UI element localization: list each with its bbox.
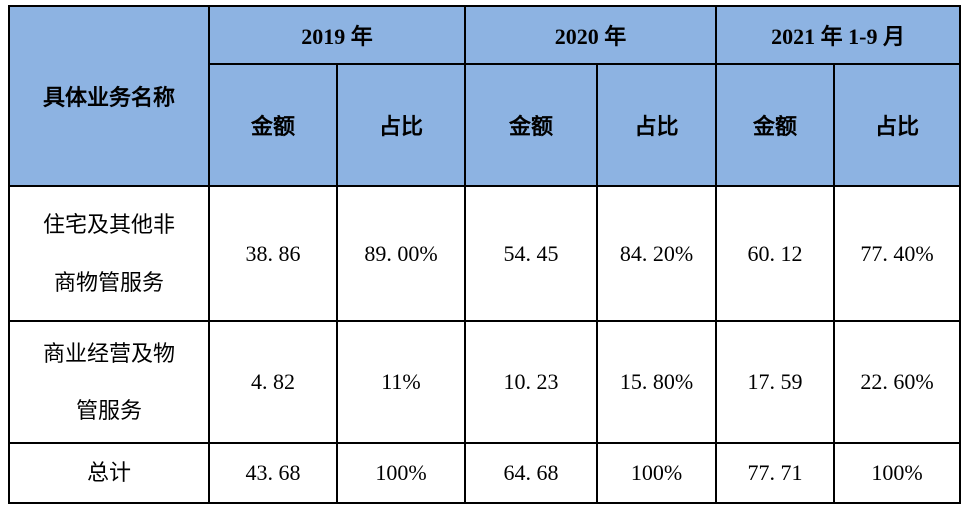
cell-residential-2020-amount: 54. 45 — [464, 185, 599, 322]
cell-total-2019-amount: 43. 68 — [208, 442, 338, 504]
subheader-2021-amount: 金额 — [715, 63, 836, 187]
cell-residential-2019-share: 89. 00% — [335, 185, 467, 322]
table-row-commercial: 商业经营及物 管服务 4. 82 11% 10. 23 15. 80% 17. … — [8, 320, 962, 444]
table-row-total: 总计 43. 68 100% 64. 68 100% 77. 71 100% — [8, 442, 962, 504]
cell-total-2021-share: 100% — [833, 442, 962, 504]
cell-commercial-2020-share: 15. 80% — [596, 320, 718, 444]
cell-residential-2019-amount: 38. 86 — [208, 185, 338, 322]
subheader-2019-share: 占比 — [335, 63, 467, 187]
row-label-commercial: 商业经营及物 管服务 — [8, 320, 210, 444]
subheader-2020-share: 占比 — [596, 63, 718, 187]
cell-commercial-2021-amount: 17. 59 — [715, 320, 836, 444]
subheader-2021-share: 占比 — [833, 63, 962, 187]
subheader-2019-amount: 金额 — [208, 63, 338, 187]
row-label-total: 总计 — [8, 442, 210, 504]
cell-residential-2021-amount: 60. 12 — [715, 185, 836, 322]
table-row-residential: 住宅及其他非 商物管服务 38. 86 89. 00% 54. 45 84. 2… — [8, 185, 962, 322]
header-row-subheaders: 金额 占比 金额 占比 金额 占比 — [9, 63, 962, 187]
cell-commercial-2019-amount: 4. 82 — [208, 320, 338, 444]
column-header-business-name: 具体业务名称 — [8, 5, 210, 187]
cell-commercial-2020-amount: 10. 23 — [464, 320, 599, 444]
column-header-2019: 2019 年 — [207, 5, 467, 65]
cell-commercial-2021-share: 22. 60% — [833, 320, 962, 444]
cell-residential-2020-share: 84. 20% — [596, 185, 718, 322]
column-header-2021: 2021 年 1-9 月 — [715, 5, 962, 65]
cell-total-2020-share: 100% — [596, 442, 718, 504]
cell-residential-2021-share: 77. 40% — [833, 185, 962, 322]
header-row-years: 具体业务名称 2019 年 2020 年 2021 年 1-9 月 — [8, 5, 962, 187]
business-breakdown-table: 具体业务名称 2019 年 2020 年 2021 年 1-9 月 金额 占比 … — [8, 5, 962, 504]
subheader-2020-amount: 金额 — [464, 63, 599, 187]
cell-total-2021-amount: 77. 71 — [715, 442, 836, 504]
cell-commercial-2019-share: 11% — [335, 320, 467, 444]
column-header-2020: 2020 年 — [464, 5, 718, 65]
row-label-residential: 住宅及其他非 商物管服务 — [8, 185, 210, 322]
cell-total-2020-amount: 64. 68 — [464, 442, 599, 504]
cell-total-2019-share: 100% — [335, 442, 467, 504]
